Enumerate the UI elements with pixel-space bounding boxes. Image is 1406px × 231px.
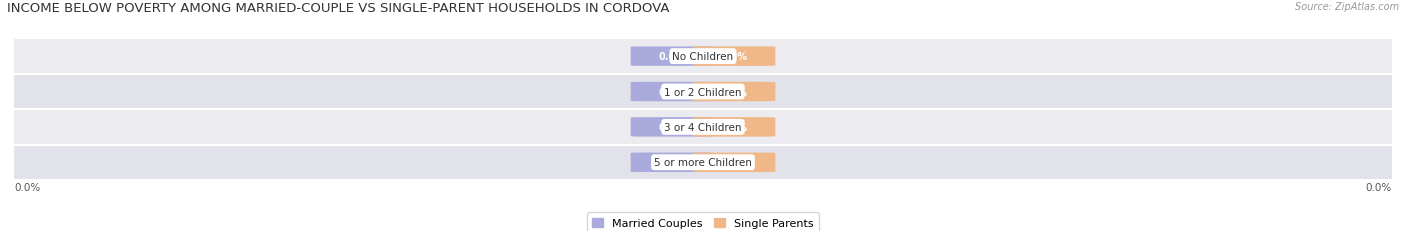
Text: No Children: No Children bbox=[672, 52, 734, 62]
Text: 0.0%: 0.0% bbox=[720, 87, 748, 97]
Text: 0.0%: 0.0% bbox=[658, 52, 686, 62]
FancyBboxPatch shape bbox=[693, 82, 775, 102]
Text: INCOME BELOW POVERTY AMONG MARRIED-COUPLE VS SINGLE-PARENT HOUSEHOLDS IN CORDOVA: INCOME BELOW POVERTY AMONG MARRIED-COUPL… bbox=[7, 2, 669, 15]
FancyBboxPatch shape bbox=[693, 153, 775, 172]
Text: 3 or 4 Children: 3 or 4 Children bbox=[664, 122, 742, 132]
FancyBboxPatch shape bbox=[631, 82, 713, 102]
Text: 0.0%: 0.0% bbox=[658, 122, 686, 132]
FancyBboxPatch shape bbox=[631, 153, 713, 172]
Text: 1 or 2 Children: 1 or 2 Children bbox=[664, 87, 742, 97]
Text: 0.0%: 0.0% bbox=[720, 158, 748, 167]
Text: 0.0%: 0.0% bbox=[720, 52, 748, 62]
Text: 0.0%: 0.0% bbox=[658, 87, 686, 97]
FancyBboxPatch shape bbox=[14, 145, 1392, 180]
Legend: Married Couples, Single Parents: Married Couples, Single Parents bbox=[586, 212, 820, 231]
FancyBboxPatch shape bbox=[693, 47, 775, 67]
FancyBboxPatch shape bbox=[631, 118, 713, 137]
Text: Source: ZipAtlas.com: Source: ZipAtlas.com bbox=[1295, 2, 1399, 12]
Text: 0.0%: 0.0% bbox=[658, 158, 686, 167]
FancyBboxPatch shape bbox=[14, 74, 1392, 110]
Text: 0.0%: 0.0% bbox=[720, 122, 748, 132]
FancyBboxPatch shape bbox=[14, 110, 1392, 145]
FancyBboxPatch shape bbox=[14, 39, 1392, 74]
Text: 0.0%: 0.0% bbox=[14, 182, 41, 192]
Text: 0.0%: 0.0% bbox=[1365, 182, 1392, 192]
FancyBboxPatch shape bbox=[631, 47, 713, 67]
FancyBboxPatch shape bbox=[693, 118, 775, 137]
Text: 5 or more Children: 5 or more Children bbox=[654, 158, 752, 167]
